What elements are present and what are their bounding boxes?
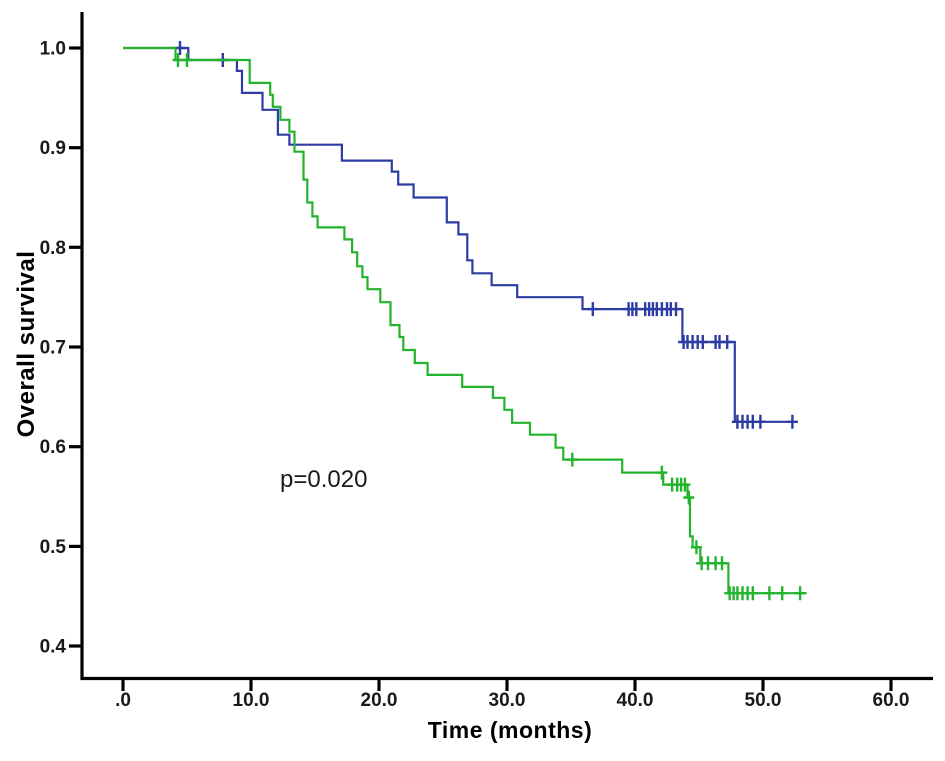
y-tick-label: 0.9 bbox=[40, 138, 66, 159]
survival-curve-group-blue bbox=[123, 46, 798, 423]
y-tick-label: 1.0 bbox=[40, 39, 66, 60]
y-tick-label: 0.4 bbox=[40, 637, 67, 658]
x-tick-label: 30.0 bbox=[489, 690, 526, 711]
p-value-annotation: p=0.020 bbox=[280, 466, 368, 493]
x-tick-label: 20.0 bbox=[361, 690, 398, 711]
x-tick-label: .0 bbox=[115, 690, 131, 711]
x-axis-title: Time (months) bbox=[427, 717, 593, 743]
x-tick-label: 50.0 bbox=[745, 690, 782, 711]
axis-lines bbox=[80, 12, 933, 681]
x-tick-label: 40.0 bbox=[617, 690, 654, 711]
y-axis-title: Overall survival bbox=[13, 250, 40, 438]
y-tick-label: 0.5 bbox=[40, 537, 67, 558]
y-tick-label: 0.7 bbox=[40, 338, 66, 359]
x-tick-label: 10.0 bbox=[233, 690, 270, 711]
y-tick-label: 0.8 bbox=[40, 238, 66, 259]
x-tick-label: 60.0 bbox=[873, 690, 910, 711]
survival-curve-group-green bbox=[123, 46, 807, 595]
y-tick-label: 0.6 bbox=[40, 437, 66, 458]
censor-marks-group-blue bbox=[174, 41, 798, 429]
censor-marks-group-green bbox=[172, 53, 806, 601]
